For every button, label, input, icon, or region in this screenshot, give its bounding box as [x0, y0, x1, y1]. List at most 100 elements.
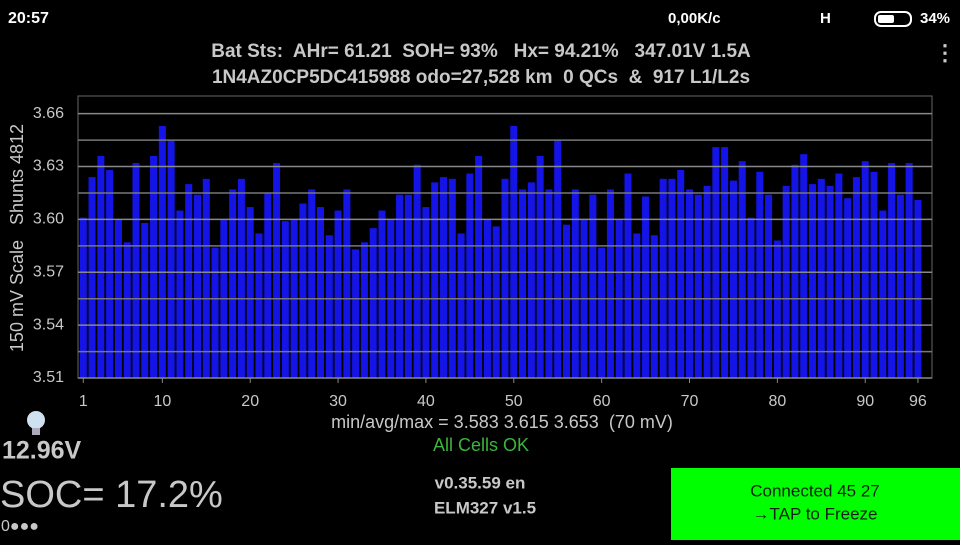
bulb-icon [27, 411, 45, 435]
bar [773, 240, 781, 378]
bar [685, 189, 694, 378]
button-text[interactable]: →TAP to Freeze [752, 504, 877, 523]
bar [756, 171, 764, 378]
battery: 34% [920, 10, 950, 27]
bar [571, 189, 579, 378]
bar [492, 226, 500, 378]
bar [624, 173, 632, 378]
x-tick-label: 96 [909, 393, 927, 410]
bar [378, 210, 386, 378]
bar [800, 154, 808, 378]
y-tick-label: 3.57 [33, 263, 64, 280]
y-axis-label: 150 mV Scale Shunts 4812 [7, 124, 27, 352]
bar [185, 184, 193, 378]
bar [606, 189, 614, 378]
bar [729, 180, 737, 378]
x-tick-label: 60 [593, 393, 611, 410]
bar [448, 178, 456, 378]
bar [202, 178, 210, 378]
bar [237, 178, 245, 378]
bar [97, 155, 105, 378]
x-tick-label: 30 [329, 393, 347, 410]
version: v0.35.59 en [435, 473, 526, 492]
bar [914, 199, 922, 378]
bar [299, 203, 307, 378]
x-tick-label: 40 [417, 393, 435, 410]
x-tick-label: 90 [856, 393, 874, 410]
network: H [820, 10, 831, 27]
bar [132, 162, 140, 378]
y-tick-label: 3.54 [33, 316, 64, 333]
bar [325, 235, 333, 378]
x-tick-label: 10 [153, 393, 171, 410]
bar [88, 177, 96, 378]
speed: 0,00K/c [668, 10, 721, 27]
y-tick-label: 3.51 [33, 369, 64, 386]
bar [562, 224, 571, 378]
bar [589, 194, 597, 378]
bar [475, 155, 483, 378]
bar [598, 247, 606, 378]
bar [123, 242, 131, 378]
bar [765, 194, 773, 378]
cells-status: All Cells OK [433, 435, 529, 455]
bar [439, 177, 448, 378]
bar [554, 140, 562, 378]
button-bg[interactable] [671, 468, 960, 540]
bar [642, 196, 650, 378]
bar [334, 210, 342, 378]
bar [369, 228, 377, 378]
bar [167, 140, 175, 378]
bar [273, 162, 281, 378]
bar [246, 207, 254, 378]
bar [413, 164, 421, 378]
bar [659, 178, 667, 378]
bar [79, 217, 87, 378]
bar [905, 162, 913, 378]
bar [308, 189, 316, 378]
bar [466, 173, 474, 378]
bar [404, 194, 412, 378]
bar [519, 189, 527, 378]
x-tick-label: 70 [681, 393, 699, 410]
freeze-button[interactable]: Connected 45 27 →TAP to Freeze [671, 468, 960, 540]
button-text[interactable]: Connected 45 27 [750, 481, 880, 500]
bar [176, 210, 184, 378]
bar [545, 189, 553, 378]
bar [352, 249, 360, 378]
y-tick-label: 3.63 [33, 158, 64, 175]
voltage: 12.96V [2, 437, 82, 465]
bar [527, 182, 535, 378]
battery-level [878, 15, 894, 23]
bar [457, 233, 465, 378]
bar [791, 164, 799, 378]
bar [536, 155, 544, 378]
bar [396, 194, 404, 378]
stats: min/avg/max = 3.583 3.615 3.653 (70 mV) [331, 412, 673, 432]
x-tick-label: 20 [241, 393, 259, 410]
bar [703, 185, 711, 378]
bar [150, 155, 158, 378]
bar [844, 198, 852, 378]
bar [888, 162, 896, 378]
battery-icon [874, 11, 912, 27]
bar [229, 189, 237, 378]
bar [861, 161, 869, 378]
bar [835, 173, 843, 378]
header-line: 1N4AZ0CP5DC415988 odo=27,528 km 0 QCs & … [212, 67, 750, 88]
clock: 20:57 [8, 10, 49, 27]
bar [896, 194, 904, 378]
soc: SOC= 17.2% [0, 474, 223, 516]
bar [826, 185, 834, 378]
x-tick-label: 50 [505, 393, 523, 410]
bar [343, 189, 351, 378]
bar [677, 170, 685, 378]
bar [852, 177, 860, 378]
bar [255, 233, 263, 378]
bar [808, 184, 817, 378]
bar [316, 207, 325, 378]
bar [668, 178, 676, 378]
menu[interactable]: ⋮ [934, 40, 956, 65]
